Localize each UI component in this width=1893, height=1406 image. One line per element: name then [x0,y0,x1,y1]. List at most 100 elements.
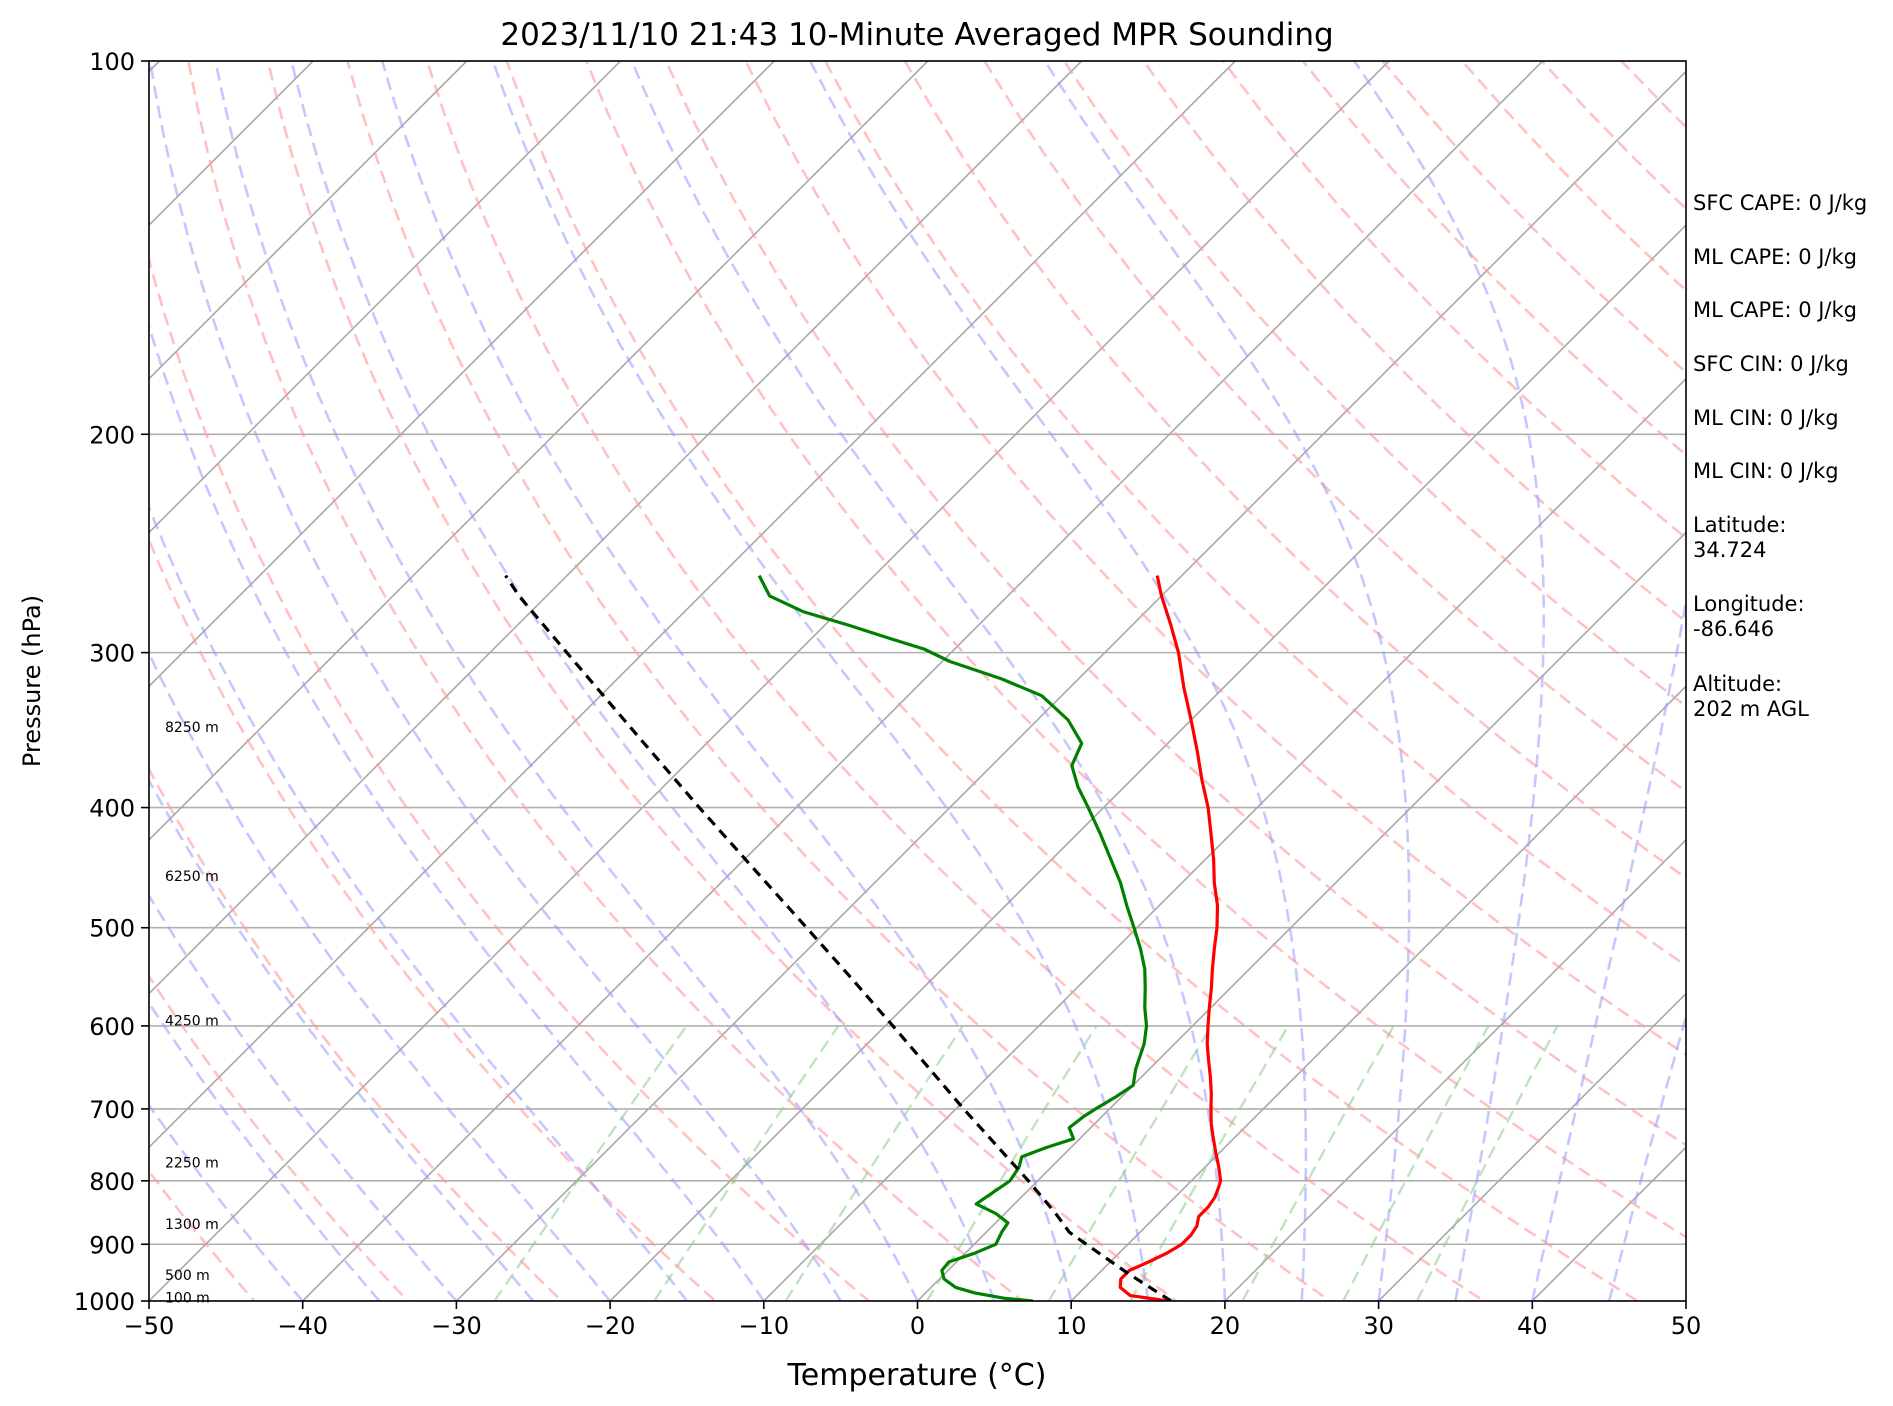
dry-adiabats [149,4,1893,1352]
x-tick-label: −30 [431,1312,482,1340]
x-tick-label: −50 [124,1312,175,1340]
parcel-trace [504,574,1172,1301]
y-tick-label: 500 [89,915,135,943]
plot-frame [148,60,1687,1302]
isotherm-line [149,61,622,534]
moist-adiabat [290,61,996,1301]
x-tick-label: −20 [585,1312,636,1340]
side-cin-ml-2: ML CIN: 0 J/kg [1693,459,1839,483]
moist-adiabat [630,61,1227,1301]
height-labels: 100 m 500 m 1300 m 2250 m 4250 m 6250 m 8250 m [165,720,219,1306]
x-tick-label: 50 [1671,1312,1702,1340]
moist-adiabat [149,893,458,1301]
moist-adiabat [1353,61,1545,1301]
mixing-ratio-line [925,1025,1098,1301]
x-axis-ticks: −50 −40 −30 −20 −10 0 10 20 30 40 50 [124,1301,1702,1340]
x-tick-label: 0 [910,1312,925,1340]
isotherm-line [1377,992,1686,1301]
y-tick-label: 1000 [74,1288,135,1316]
y-tick-label: 300 [89,640,135,668]
y-tick-label: 700 [89,1096,135,1124]
moist-adiabats [149,61,1686,1301]
isotherm-line [149,61,1083,995]
y-tick-label: 400 [89,795,135,823]
dry-adiabat [1878,4,1893,1352]
moist-adiabat [1607,1012,1686,1301]
isotherm-line [149,61,468,380]
height-label: 8250 m [165,720,219,736]
mixing-ratio-line [1415,1025,1559,1301]
x-tick-label: 40 [1517,1312,1548,1340]
moist-adiabat [1531,595,1686,1301]
height-label: 100 m [165,1290,210,1306]
x-tick-label: 30 [1363,1312,1394,1340]
x-axis-label: Temperature (°C) [787,1358,1047,1393]
dry-adiabat [149,254,872,1301]
y-tick-label: 600 [89,1013,135,1041]
isotherm-line [762,377,1686,1301]
y-tick-label: 100 [89,48,135,76]
height-label: 1300 m [165,1217,219,1233]
side-cape-sfc: SFC CAPE: 0 J/kg [1693,191,1868,215]
dry-adiabat [346,61,1333,1301]
mixing-ratio-line [1342,1025,1490,1301]
side-cape-ml: ML CAPE: 0 J/kg [1693,245,1858,269]
isotherm-line [608,223,1686,1301]
moist-adiabat [491,61,1150,1301]
isotherm-line [1070,685,1686,1301]
side-longitude: Longitude: -86.646 [1693,592,1805,641]
x-tick-label: −10 [738,1312,789,1340]
x-tick-label: 10 [1056,1312,1087,1340]
moist-adiabat [214,61,919,1301]
mixing-ratio-line [493,1025,688,1301]
isotherm-line [149,61,930,842]
skewed-isotherms [149,61,1686,1301]
dry-adiabat [149,536,718,1301]
dry-adiabat [1062,61,1686,708]
y-tick-label: 900 [89,1231,135,1259]
moist-adiabat [1043,61,1411,1301]
height-label: 4250 m [165,1013,219,1029]
moist-adiabat [380,61,1073,1301]
side-cin-ml: ML CIN: 0 J/kg [1693,406,1839,430]
y-tick-label: 200 [89,421,135,449]
y-axis-label: Pressure (hPa) [18,595,46,767]
dry-adiabat [982,61,1686,794]
temperature-trace [1118,575,1223,1301]
moist-adiabat [809,61,1308,1301]
y-axis-ticks: 100 200 300 400 500 600 700 800 900 1000 [74,48,149,1316]
dry-adiabat [186,61,1025,1301]
y-tick-label: 800 [89,1168,135,1196]
isotherm-line [149,61,315,227]
isobar-gridlines [149,61,1686,1301]
dry-adiabat [585,61,1686,1239]
moist-adiabat [149,321,765,1301]
moist-adiabat [149,503,688,1301]
isotherm-line [301,61,1544,1301]
moist-adiabat [149,61,842,1301]
dry-adiabat [149,766,564,1301]
dry-adiabat [425,61,1487,1301]
dewpoint-trace [757,574,1149,1301]
dry-adiabat [744,61,1686,1057]
isotherm-line [149,61,776,688]
mixing-ratio-line [1129,1025,1290,1301]
dry-adiabat [505,61,1641,1301]
isotherm-line [455,70,1686,1301]
isotherm-line [149,61,1391,1301]
mixing-ratio-lines [493,1025,1559,1301]
isotherm-line [1223,838,1686,1301]
side-cin-sfc: SFC CIN: 0 J/kg [1693,352,1849,376]
side-cape-ml-2: ML CAPE: 0 J/kg [1693,298,1858,322]
x-tick-label: −40 [277,1312,328,1340]
isotherm-line [149,61,1237,1149]
mixing-ratio-line [1241,1025,1395,1301]
mixing-ratio-line [653,1025,840,1301]
mixing-ratio-line [1047,1025,1213,1301]
mixing-ratio-line [784,1025,964,1301]
side-latitude: Latitude: 34.724 [1693,513,1787,562]
isotherm-line [916,531,1686,1301]
dry-adiabat [266,61,1179,1301]
dry-adiabat [149,973,410,1301]
height-label: 6250 m [165,869,219,885]
